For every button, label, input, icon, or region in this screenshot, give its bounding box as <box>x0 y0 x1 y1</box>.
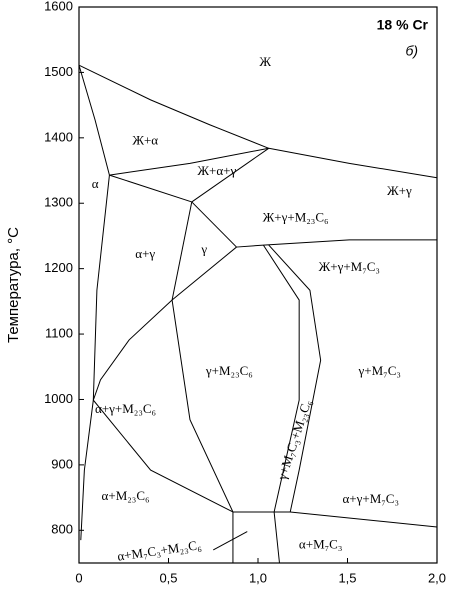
x-tick-label: 2,0 <box>428 570 446 585</box>
phase-boundary <box>191 147 270 203</box>
phase-boundary <box>92 399 234 513</box>
phase-boundary <box>268 147 438 179</box>
region-label: Ж <box>259 54 271 69</box>
phase-boundary <box>236 239 437 248</box>
phase-boundary <box>78 64 269 149</box>
phase-boundary <box>262 244 300 513</box>
region-label: Ж+γ <box>387 183 412 198</box>
region-label: α+M₇C₃ <box>299 536 342 551</box>
region-label: γ+M₂₃C₆ <box>205 363 253 378</box>
phase-boundary <box>109 174 192 203</box>
region-label: γ+M₇C₃+M₂₃C₆ <box>274 398 314 483</box>
y-tick-label: 800 <box>51 522 73 537</box>
region-label: Ж+α+γ <box>197 163 236 178</box>
region-label: Ж+γ+M₇C₃ <box>319 259 380 274</box>
phase-boundary <box>80 400 94 541</box>
x-tick-label: 1,5 <box>338 570 356 585</box>
phase-boundary <box>92 299 173 401</box>
region-label: γ+M₇C₃ <box>358 363 401 378</box>
phase-boundary <box>171 201 193 301</box>
phase-boundary <box>191 201 237 248</box>
y-tick-label: 1600 <box>44 0 73 13</box>
x-tick-label: 0,5 <box>159 570 177 585</box>
y-tick-label: 900 <box>51 456 73 471</box>
region-label: α+M₇C₃+M₂₃C₆ <box>116 537 202 564</box>
region-label: α+γ <box>135 246 155 261</box>
y-tick-label: 1400 <box>44 129 73 144</box>
phase-boundary <box>171 299 234 513</box>
phase-boundary <box>213 531 248 551</box>
chart-title: 18 % Cr <box>377 17 429 33</box>
phase-boundary <box>78 65 110 176</box>
y-tick-label: 1300 <box>44 195 73 210</box>
region-label: α+γ+M₇C₃ <box>343 491 400 506</box>
y-tick-label: 1200 <box>44 260 73 275</box>
phase-boundary <box>273 511 280 564</box>
y-tick-label: 1100 <box>45 325 73 340</box>
region-label: γ <box>200 241 207 256</box>
plot-frame <box>78 6 438 564</box>
x-tick-label: 1,0 <box>249 570 267 585</box>
phase-boundary <box>171 246 237 301</box>
y-tick-label: 1500 <box>44 64 73 79</box>
region-label: α+M₂₃C₆ <box>102 488 150 503</box>
phase-boundary <box>92 175 110 401</box>
y-tick-label: 1000 <box>44 391 73 406</box>
region-label: Ж+α <box>132 133 158 148</box>
region-label: Ж+γ+M₂₃C₆ <box>263 209 329 224</box>
y-axis-label: Температура, °С <box>5 227 22 343</box>
chart-subtitle: б) <box>405 43 418 59</box>
x-tick-label: 0 <box>75 570 82 585</box>
phase-boundary <box>109 147 269 176</box>
region-label: α+γ+M₂₃C₆ <box>95 401 156 416</box>
phase-boundary <box>268 244 322 513</box>
phase-boundary <box>232 511 438 528</box>
region-label: α <box>92 176 99 191</box>
